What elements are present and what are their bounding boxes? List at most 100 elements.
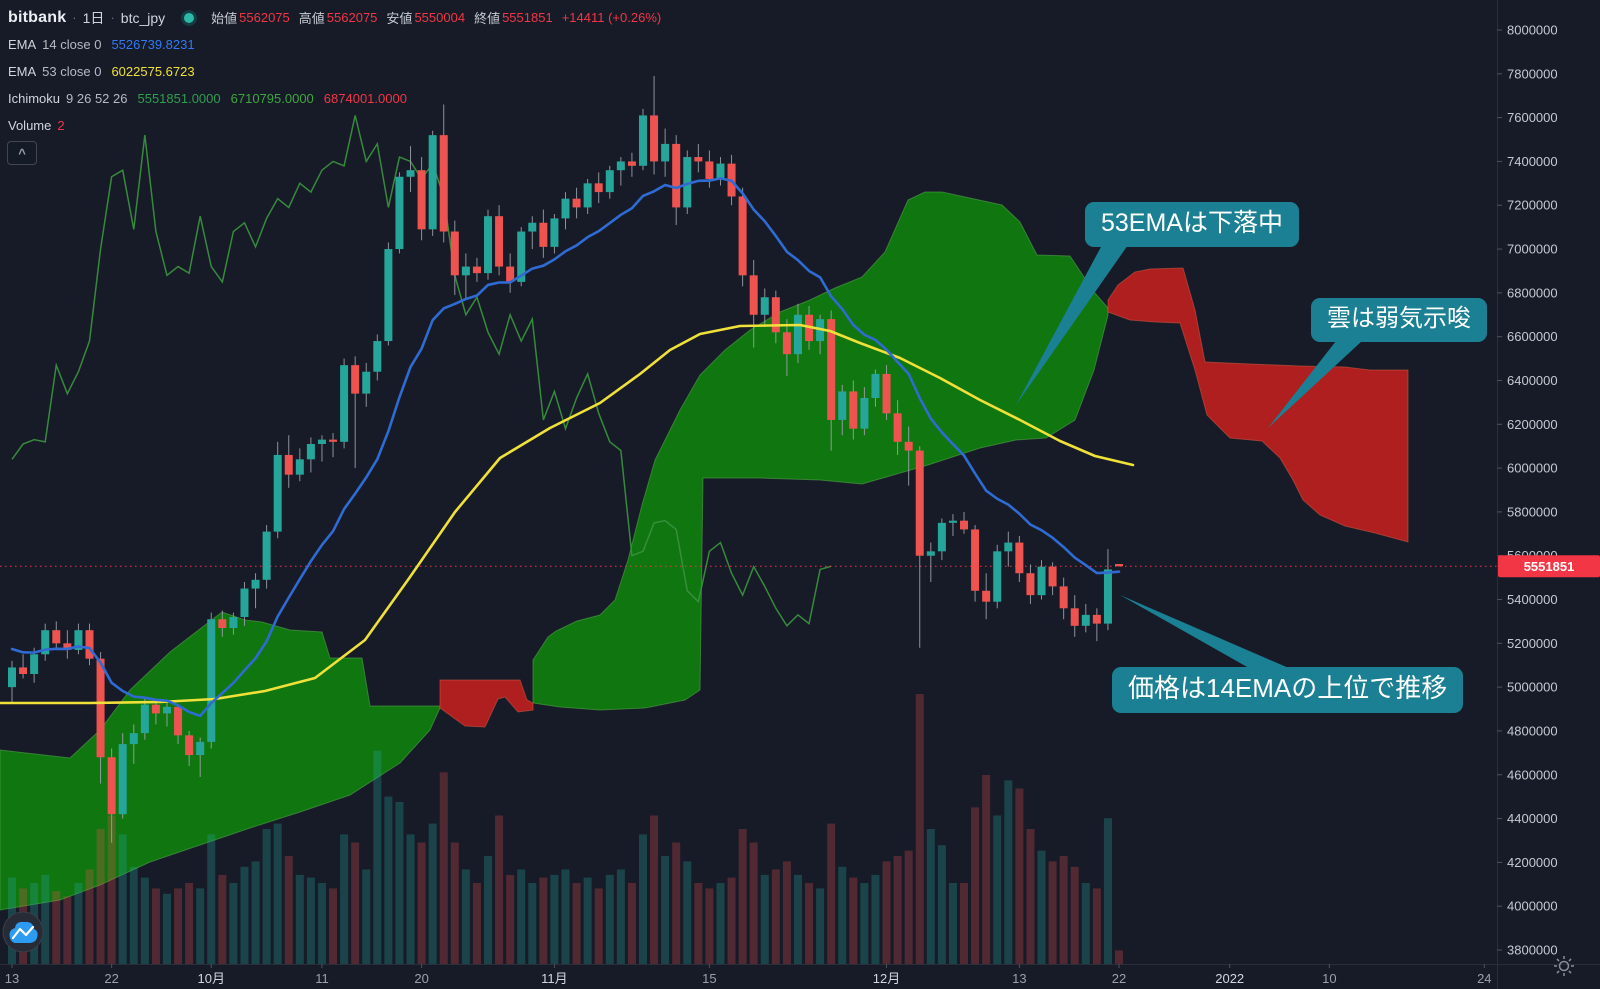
chart-header: bitbank · 1日 · btc_jpy 始値 5562075 高値 556…	[8, 4, 661, 139]
ichimoku-spana-value: 6710795.0000	[230, 91, 314, 106]
volume-bar	[1026, 829, 1035, 964]
high-value: 5562075	[326, 10, 378, 25]
timeframe[interactable]: 1日	[82, 9, 105, 26]
candle-body	[196, 741, 205, 756]
volume-bar	[528, 883, 537, 964]
candle-body	[1115, 564, 1123, 567]
time-tick-label: 15	[702, 971, 716, 986]
ema14-row[interactable]: EMA 14 close 0 5526739.8231	[8, 31, 661, 58]
candle-body	[251, 579, 260, 589]
price-tick-label: 7000000	[1507, 242, 1558, 257]
candle-body	[683, 157, 692, 208]
ema14-params: 14 close 0	[42, 37, 102, 52]
volume-bar	[428, 823, 437, 964]
volume-bar	[1092, 888, 1101, 964]
price-tick-label: 6400000	[1507, 373, 1558, 388]
symbol-row[interactable]: bitbank · 1日 · btc_jpy 始値 5562075 高値 556…	[8, 4, 661, 31]
collapse-indicators-button[interactable]: ^	[7, 141, 37, 165]
candle-body	[428, 135, 437, 230]
ema14-value: 5526739.8231	[111, 37, 195, 52]
volume-bar	[904, 850, 913, 964]
pair-name[interactable]: btc_jpy	[120, 9, 166, 26]
volume-bar	[495, 815, 504, 964]
volume-bar	[849, 877, 858, 964]
candle-body	[915, 450, 924, 556]
candle-body	[384, 249, 393, 342]
low-label: 安値	[386, 11, 413, 26]
candle-body	[771, 297, 780, 333]
candles	[8, 76, 1123, 843]
price-tick-label: 6200000	[1507, 417, 1558, 432]
price-tick-label: 7600000	[1507, 110, 1558, 125]
ema53-row[interactable]: EMA 53 close 0 6022575.6723	[8, 58, 661, 85]
annotation-pointer[interactable]	[1120, 595, 1298, 672]
time-tick-label: 10	[1322, 971, 1336, 986]
volume-bar	[638, 834, 647, 964]
annotation-pointer[interactable]	[1016, 245, 1128, 405]
candle-body	[317, 439, 326, 444]
ema53-line[interactable]	[0, 323, 1135, 705]
tradingview-logo[interactable]	[2, 911, 44, 953]
candle-body	[827, 319, 836, 420]
candle-body	[373, 341, 382, 372]
volume-bar	[373, 750, 382, 964]
volume-bar	[705, 888, 714, 964]
symbol-name[interactable]: bitbank	[8, 8, 67, 26]
candle-body	[506, 266, 515, 282]
candle-body	[882, 373, 891, 414]
annotation-ema53-falling[interactable]: 53EMAは下落中	[1085, 202, 1299, 247]
volume-bar	[52, 891, 61, 964]
candle-body	[650, 115, 659, 162]
ema14-line[interactable]	[10, 177, 1121, 718]
annotation-cloud-bearish[interactable]: 雲は弱気示唆	[1311, 298, 1487, 342]
volume-bar	[384, 796, 393, 964]
volume-bar	[771, 869, 780, 964]
candle-body	[417, 170, 426, 230]
price-axis[interactable]	[1498, 0, 1600, 989]
candle-body	[1103, 569, 1112, 624]
ichimoku-label: Ichimoku	[8, 91, 61, 106]
ichimoku-row[interactable]: Ichimoku 9 26 52 26 5551851.0000 6710795…	[8, 85, 661, 112]
annotation-pointer[interactable]	[1268, 341, 1362, 428]
volume-label: Volume	[8, 118, 52, 133]
volume-bar	[948, 883, 957, 964]
close-value: 5551851	[502, 10, 553, 25]
price-tick-label: 4400000	[1507, 811, 1558, 826]
volume-bar	[672, 842, 681, 964]
time-tick-label: 13	[1012, 971, 1026, 986]
candle-body	[1048, 566, 1057, 587]
volume-bar	[96, 829, 105, 964]
price-tick-label: 4800000	[1507, 723, 1558, 738]
volume-bar	[594, 888, 603, 964]
volume-bar	[174, 888, 183, 964]
volume-bar	[893, 856, 902, 964]
time-tick-labels[interactable]: 13 22 10月 11 20 11月 15 12月 13 22 2022 10 24	[5, 964, 1492, 986]
candle-body	[572, 198, 581, 208]
volume-bar	[838, 866, 847, 964]
candle-body	[185, 735, 194, 756]
candle-body	[140, 704, 149, 734]
volume-bar	[926, 829, 935, 964]
volume-bar	[329, 888, 338, 964]
annotation-price-above-ema14[interactable]: 価格は14EMAの上位で推移	[1112, 667, 1464, 713]
volume-bar	[816, 888, 825, 964]
volume-value: 2	[57, 118, 65, 133]
volume-row[interactable]: Volume 2	[8, 112, 661, 139]
volume-bar	[550, 874, 559, 964]
volume-bar	[993, 815, 1002, 964]
volume-bar	[284, 856, 293, 964]
candle-body	[240, 588, 249, 618]
candle-body	[85, 630, 94, 659]
time-axis[interactable]	[0, 965, 1600, 989]
candle-body	[838, 391, 847, 420]
volume-bar	[417, 842, 426, 964]
candle-body	[461, 266, 470, 276]
candle-body	[129, 733, 138, 745]
candle-body	[782, 332, 791, 355]
volume-bar	[295, 874, 304, 964]
ichimoku-cloud-green	[0, 611, 441, 911]
price-tick-label: 4200000	[1507, 855, 1558, 870]
theme-sun-icon[interactable]	[1554, 956, 1574, 976]
logo-mountain-line	[11, 925, 35, 940]
